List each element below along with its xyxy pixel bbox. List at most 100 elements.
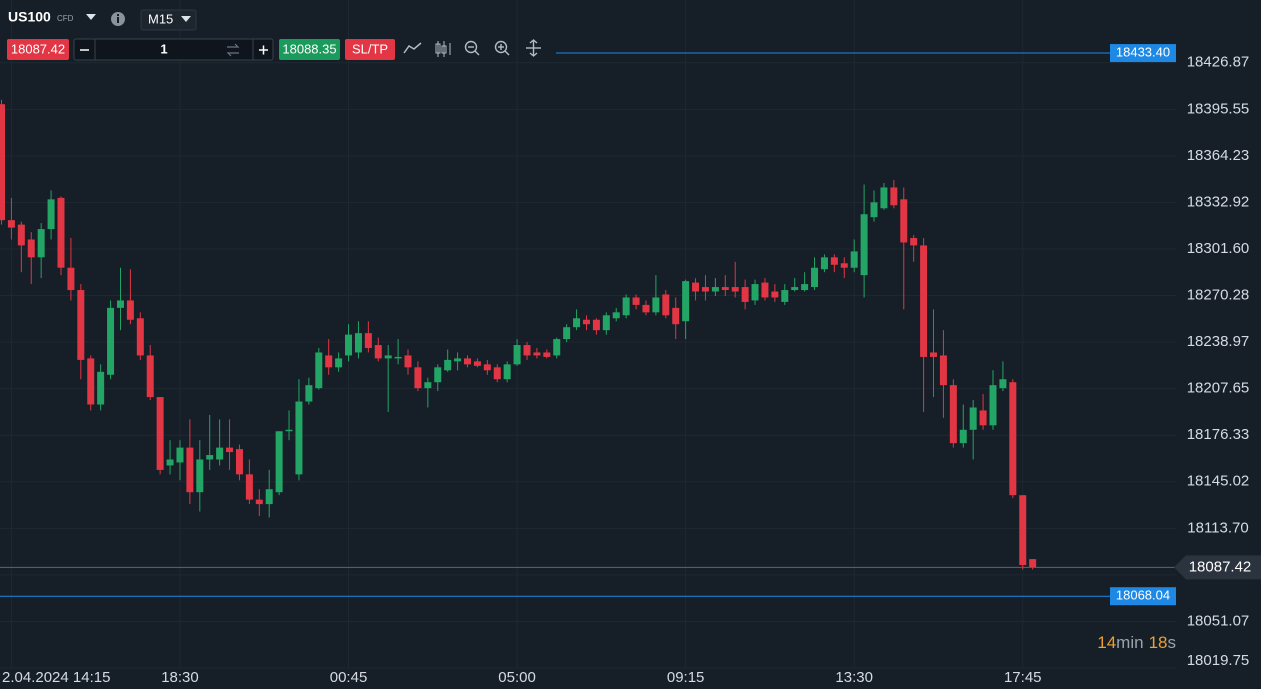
candle-body bbox=[255, 499, 263, 505]
candle-body bbox=[1029, 559, 1037, 568]
x-tick-label: 09:15 bbox=[667, 669, 705, 686]
candle-body bbox=[682, 281, 690, 322]
y-tick-label: 18238.97 bbox=[1187, 333, 1250, 350]
candle-body bbox=[295, 401, 303, 475]
candle-body bbox=[781, 290, 789, 302]
candle-body bbox=[573, 318, 581, 328]
candle-body bbox=[305, 385, 313, 402]
candle-body bbox=[424, 382, 432, 389]
candle-body bbox=[315, 352, 323, 389]
candle-body bbox=[642, 304, 650, 313]
zoom-out-icon[interactable] bbox=[464, 40, 480, 56]
candle-body bbox=[672, 307, 680, 325]
candle-body bbox=[483, 364, 491, 371]
symbol-dropdown[interactable] bbox=[86, 14, 96, 20]
countdown-seconds: 18 bbox=[1149, 633, 1168, 652]
candle-body bbox=[721, 287, 729, 291]
quantity-input[interactable] bbox=[73, 38, 274, 61]
y-tick-label: 18207.65 bbox=[1187, 380, 1250, 397]
y-tick-label: 18051.07 bbox=[1187, 612, 1250, 629]
candle-body bbox=[979, 410, 987, 426]
candle-body bbox=[830, 257, 838, 265]
candle-body bbox=[7, 220, 15, 228]
candle-body bbox=[860, 214, 868, 276]
candle-body bbox=[97, 371, 105, 405]
candle-body bbox=[523, 345, 531, 356]
y-tick-label: 18145.02 bbox=[1187, 473, 1250, 490]
candle-chart-icon[interactable] bbox=[435, 41, 451, 57]
candle-body bbox=[662, 294, 670, 316]
candle-body bbox=[126, 300, 134, 320]
candle-body bbox=[701, 287, 709, 292]
candle-body bbox=[87, 358, 95, 405]
candle-body bbox=[206, 455, 214, 460]
candle-body bbox=[880, 187, 888, 209]
zoom-in-icon[interactable] bbox=[494, 40, 510, 56]
symbol[interactable]: US100 bbox=[8, 9, 51, 25]
sltp-button[interactable] bbox=[345, 39, 395, 60]
line-chart-icon[interactable] bbox=[403, 42, 422, 54]
candle-body bbox=[166, 459, 174, 466]
candle-body bbox=[235, 449, 243, 475]
candle-body bbox=[811, 267, 819, 288]
candle-body bbox=[989, 385, 997, 426]
candle-body bbox=[27, 239, 35, 258]
order-price-tag bbox=[1110, 587, 1176, 606]
buy-button[interactable] bbox=[279, 39, 340, 60]
toolbar: US100 CFD M15 18087.42 1 18088.35 SL/TP bbox=[7, 9, 541, 61]
candle-body bbox=[57, 197, 65, 268]
candle-body bbox=[602, 315, 610, 331]
candle-body bbox=[384, 355, 392, 359]
candle-body bbox=[731, 287, 739, 292]
candle-body bbox=[761, 282, 769, 298]
candle-body bbox=[652, 297, 660, 313]
candle-body bbox=[186, 447, 194, 493]
candle-body bbox=[939, 355, 947, 386]
candle-body bbox=[563, 327, 571, 340]
candle-body bbox=[47, 199, 55, 230]
candle-body bbox=[444, 359, 452, 371]
candle-body bbox=[622, 297, 630, 316]
candle-body bbox=[592, 319, 600, 331]
pan-icon[interactable] bbox=[526, 39, 541, 57]
candle-body bbox=[533, 352, 541, 356]
candle-body bbox=[394, 356, 402, 359]
timeframe-dropdown bbox=[181, 16, 191, 22]
last-price-label: 18087.42 bbox=[1189, 558, 1252, 575]
candle-body bbox=[1009, 382, 1017, 496]
candle-body bbox=[493, 367, 501, 380]
candle-body bbox=[910, 237, 918, 246]
candle-body bbox=[969, 407, 977, 430]
x-tick-label: 18:30 bbox=[161, 669, 199, 686]
timeframe-select[interactable] bbox=[140, 9, 197, 31]
candle-body bbox=[67, 267, 75, 291]
candle-body bbox=[632, 297, 640, 305]
candle-body bbox=[692, 282, 700, 292]
y-tick-label: 18395.55 bbox=[1187, 100, 1250, 117]
y-tick-label: 18332.92 bbox=[1187, 193, 1250, 210]
y-tick-label: 18176.33 bbox=[1187, 426, 1250, 443]
last-price-tag bbox=[1174, 555, 1261, 580]
info-icon[interactable] bbox=[111, 12, 125, 26]
candle-body bbox=[870, 202, 878, 218]
candle-body bbox=[37, 229, 45, 258]
x-tick-label: 13:30 bbox=[835, 669, 873, 686]
order-price-label: 18068.04 bbox=[1116, 588, 1170, 603]
candle-body bbox=[364, 333, 372, 349]
candle-body bbox=[473, 361, 481, 366]
candle-body bbox=[920, 245, 928, 357]
candle-body bbox=[374, 345, 382, 359]
y-tick-label: 18270.28 bbox=[1187, 287, 1250, 304]
candle-body bbox=[216, 447, 224, 460]
swap-icon[interactable] bbox=[226, 43, 240, 57]
sell-button[interactable] bbox=[7, 39, 69, 60]
candle-body bbox=[77, 290, 85, 360]
candle-body bbox=[325, 355, 333, 368]
x-tick-label: 05:00 bbox=[498, 669, 536, 686]
candle-body bbox=[345, 334, 353, 356]
candle-body bbox=[850, 251, 858, 268]
increase-button[interactable] bbox=[259, 45, 268, 55]
countdown-minutes: 14 bbox=[1097, 633, 1116, 652]
candle-body bbox=[801, 284, 809, 291]
